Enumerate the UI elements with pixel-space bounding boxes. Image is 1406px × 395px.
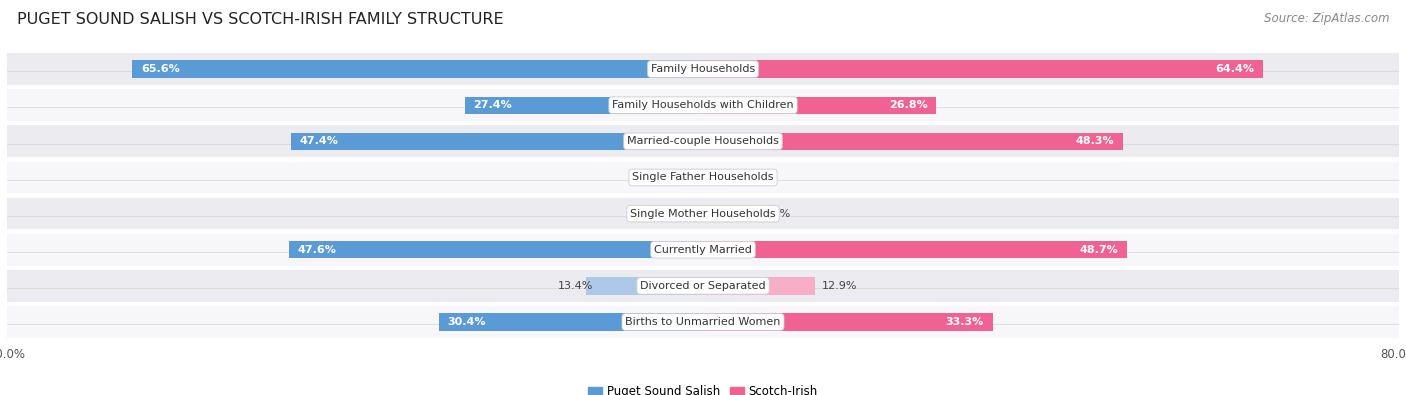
Text: Source: ZipAtlas.com: Source: ZipAtlas.com bbox=[1264, 12, 1389, 25]
Bar bbox=[703, 205, 755, 222]
Text: Divorced or Separated: Divorced or Separated bbox=[640, 281, 766, 291]
Bar bbox=[703, 313, 993, 331]
Bar bbox=[586, 277, 703, 295]
Bar bbox=[288, 241, 703, 258]
Bar bbox=[7, 198, 1399, 229]
Text: Single Mother Households: Single Mother Households bbox=[630, 209, 776, 218]
Text: Currently Married: Currently Married bbox=[654, 245, 752, 255]
Bar bbox=[703, 60, 1263, 78]
Bar bbox=[703, 277, 815, 295]
Bar bbox=[703, 96, 936, 114]
Bar bbox=[439, 313, 703, 331]
Bar bbox=[703, 241, 1126, 258]
Text: 2.3%: 2.3% bbox=[730, 173, 758, 182]
Text: 6.3%: 6.3% bbox=[627, 209, 655, 218]
Text: Births to Unmarried Women: Births to Unmarried Women bbox=[626, 317, 780, 327]
Text: Single Father Households: Single Father Households bbox=[633, 173, 773, 182]
Text: PUGET SOUND SALISH VS SCOTCH-IRISH FAMILY STRUCTURE: PUGET SOUND SALISH VS SCOTCH-IRISH FAMIL… bbox=[17, 12, 503, 27]
Text: 33.3%: 33.3% bbox=[946, 317, 984, 327]
Text: 6.0%: 6.0% bbox=[762, 209, 790, 218]
Bar bbox=[703, 133, 1123, 150]
Text: 2.7%: 2.7% bbox=[658, 173, 686, 182]
Text: 27.4%: 27.4% bbox=[474, 100, 512, 110]
Text: 48.3%: 48.3% bbox=[1076, 136, 1115, 146]
Text: 47.6%: 47.6% bbox=[298, 245, 336, 255]
Text: 47.4%: 47.4% bbox=[299, 136, 339, 146]
Bar bbox=[648, 205, 703, 222]
Text: 65.6%: 65.6% bbox=[141, 64, 180, 74]
Text: 12.9%: 12.9% bbox=[823, 281, 858, 291]
Bar bbox=[679, 169, 703, 186]
Bar bbox=[7, 89, 1399, 121]
Text: 26.8%: 26.8% bbox=[889, 100, 928, 110]
Text: 30.4%: 30.4% bbox=[447, 317, 485, 327]
Bar bbox=[703, 169, 723, 186]
Text: Family Households with Children: Family Households with Children bbox=[612, 100, 794, 110]
Bar bbox=[7, 126, 1399, 157]
Bar bbox=[291, 133, 703, 150]
Bar bbox=[7, 162, 1399, 194]
Text: 48.7%: 48.7% bbox=[1080, 245, 1118, 255]
Text: 64.4%: 64.4% bbox=[1216, 64, 1254, 74]
Bar bbox=[7, 270, 1399, 302]
Bar bbox=[7, 53, 1399, 85]
Bar bbox=[7, 234, 1399, 265]
Bar bbox=[464, 96, 703, 114]
Bar bbox=[132, 60, 703, 78]
Legend: Puget Sound Salish, Scotch-Irish: Puget Sound Salish, Scotch-Irish bbox=[583, 380, 823, 395]
Bar bbox=[7, 306, 1399, 338]
Text: Family Households: Family Households bbox=[651, 64, 755, 74]
Text: Married-couple Households: Married-couple Households bbox=[627, 136, 779, 146]
Text: 13.4%: 13.4% bbox=[558, 281, 593, 291]
